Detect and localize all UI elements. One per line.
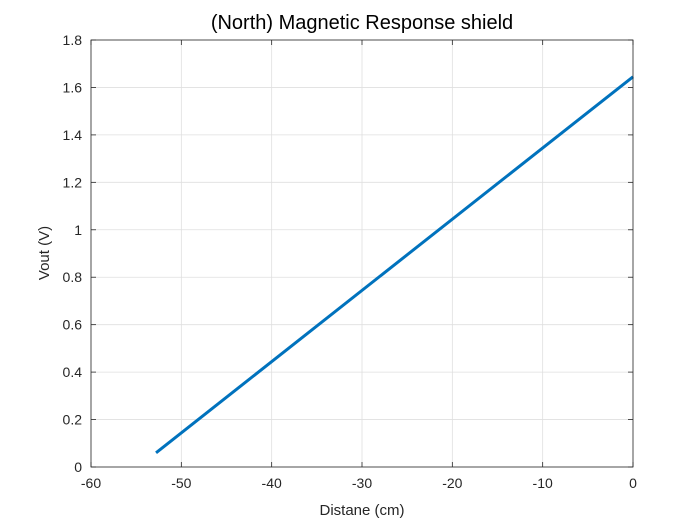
y-tick-label: 0 [74, 459, 82, 475]
y-tick-labels: 0 0.2 0.4 0.6 0.8 1 1.2 1.4 1.6 1.8 [63, 32, 83, 475]
x-tick-label: 0 [629, 475, 637, 491]
y-tick-label: 0.8 [63, 269, 83, 285]
chart-title: (North) Magnetic Response shield [211, 12, 513, 34]
series-layer [155, 75, 634, 454]
y-tick-label: 1.6 [63, 79, 83, 95]
y-tick-label: 0.6 [63, 317, 83, 333]
x-tick-label: -60 [81, 475, 101, 491]
series-line [155, 75, 634, 454]
x-tick-label: -40 [262, 475, 282, 491]
tick-marks [90, 39, 634, 468]
y-tick-label: 1.4 [63, 127, 83, 143]
x-tick-label: -50 [171, 475, 191, 491]
y-tick-label: 0.4 [63, 364, 83, 380]
x-axis-label: Distane (cm) [319, 502, 404, 519]
y-tick-label: 1 [74, 222, 82, 238]
x-tick-label: -20 [442, 475, 462, 491]
x-tick-labels: -60 -50 -40 -30 -20 -10 0 [81, 475, 637, 491]
y-tick-label: 0.2 [63, 412, 83, 428]
y-tick-label: 1.2 [63, 174, 83, 190]
x-tick-label: -30 [352, 475, 372, 491]
y-axis-label: Vout (V) [36, 226, 53, 280]
x-tick-label: -10 [533, 475, 553, 491]
y-tick-label: 1.8 [63, 32, 83, 48]
